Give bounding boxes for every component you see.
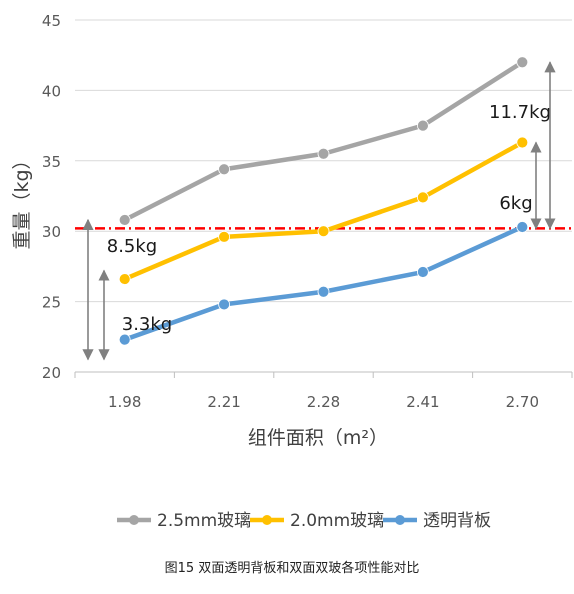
data-point — [218, 298, 231, 311]
series-line — [122, 140, 525, 282]
legend-label: 透明背板 — [423, 511, 491, 531]
annotation-label: 3.3kg — [122, 314, 172, 335]
data-point — [516, 56, 529, 69]
y-tick-label: 20 — [42, 364, 61, 382]
data-point — [416, 266, 429, 278]
y-tick-label: 25 — [42, 294, 61, 312]
data-point — [416, 119, 429, 132]
y-tick-label: 40 — [42, 82, 61, 100]
y-tick-label: 35 — [42, 153, 61, 171]
data-point — [317, 225, 330, 238]
data-point — [516, 221, 529, 233]
data-point — [118, 214, 131, 226]
y-axis-title: 重量（kg） — [11, 150, 33, 249]
series-line — [122, 224, 525, 342]
difference-arrows — [82, 61, 556, 361]
data-point — [317, 147, 330, 160]
annotation-label: 11.7kg — [489, 102, 551, 123]
data-point — [218, 163, 231, 176]
x-tick-label: 2.41 — [406, 393, 439, 411]
data-point — [118, 333, 131, 346]
data-point — [317, 285, 330, 298]
legend-marker — [395, 515, 405, 525]
y-tick-label: 45 — [42, 12, 61, 30]
annotations: 8.5kg 3.3kg 11.7kg 6kg — [107, 102, 551, 335]
gridlines — [75, 19, 572, 303]
y-tick-label: 30 — [42, 223, 61, 241]
data-point — [218, 230, 231, 243]
data-point — [516, 136, 529, 149]
x-tick-label: 2.21 — [207, 393, 240, 411]
legend-label: 2.0mm玻璃 — [290, 511, 384, 531]
series-lines — [118, 56, 529, 346]
data-point — [118, 273, 131, 285]
axes: 20 25 30 35 40 45 1.98 2.21 2.28 2.41 2.70 — [42, 12, 573, 411]
x-axis-title: 组件面积（m²） — [248, 427, 388, 449]
legend-marker — [262, 515, 272, 525]
x-tick-label: 2.70 — [506, 393, 539, 411]
legend-label: 2.5mm玻璃 — [157, 511, 251, 531]
figure-caption: 图15 双面透明背板和双面双玻各项性能对比 — [165, 560, 420, 576]
x-tick-label: 1.98 — [108, 393, 141, 411]
legend-marker — [129, 515, 139, 525]
legend: 2.5mm玻璃 2.0mm玻璃 透明背板 — [117, 511, 491, 531]
data-point — [416, 191, 429, 204]
x-tick-label: 2.28 — [307, 393, 340, 411]
annotation-label: 8.5kg — [107, 236, 157, 257]
annotation-label: 6kg — [499, 193, 532, 214]
series-line — [122, 59, 525, 223]
